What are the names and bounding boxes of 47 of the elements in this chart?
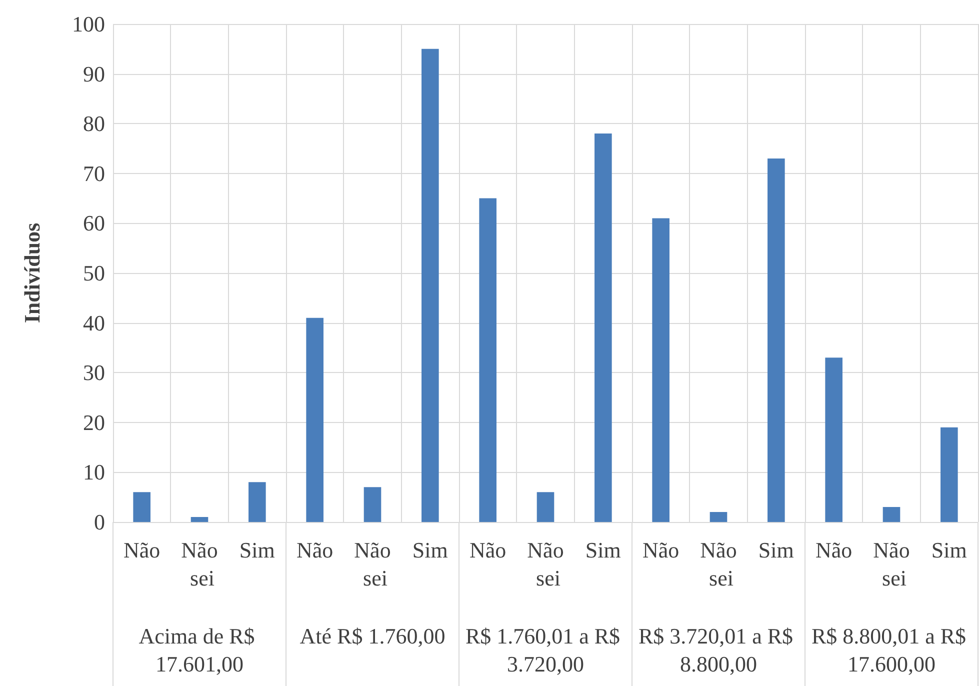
- y-tick-label: 20: [83, 410, 105, 435]
- text: R$ 1.760,01 a R$ 3.720,00: [465, 624, 626, 676]
- x-tick-label: Não sei: [354, 538, 391, 590]
- x-tick-label: Não: [816, 538, 852, 562]
- x-tick-label: Não: [470, 538, 506, 562]
- y-tick-label: 60: [83, 210, 105, 236]
- bar: [594, 134, 612, 522]
- bar: [652, 218, 670, 522]
- x-tick-label: Sim: [931, 538, 967, 562]
- text: R$ 8.800,01 a R$ 17.600,00: [811, 624, 972, 676]
- bar: [882, 507, 900, 522]
- x-tick-label: Sim: [239, 538, 275, 562]
- x-tick-label: Não: [642, 538, 680, 562]
- bar: [768, 158, 785, 522]
- bar: [248, 482, 266, 522]
- x-tick-label: Sim: [758, 538, 794, 562]
- y-tick-label: 100: [72, 12, 105, 36]
- y-tick-label: 40: [83, 310, 105, 336]
- y-tick-label: 10: [83, 460, 105, 485]
- bar: [940, 427, 958, 522]
- x-tick-label: Não sei: [181, 538, 218, 590]
- x-tick-label: Não sei: [527, 538, 564, 590]
- bar: [306, 318, 324, 522]
- x-tick-label: Não: [124, 538, 160, 562]
- x-tick-label: Não: [296, 538, 334, 562]
- x-tick-label: Não sei: [700, 538, 737, 590]
- bar: [422, 48, 439, 522]
- bar: [825, 358, 842, 522]
- y-tick-label: 50: [83, 260, 105, 286]
- y-tick-label: 90: [83, 61, 105, 86]
- bar: [133, 492, 150, 522]
- y-tick-label: 0: [94, 510, 105, 534]
- text: Até R$ 1.760,00: [300, 624, 446, 648]
- x-tick-label: Não sei: [873, 538, 910, 590]
- bar: [479, 198, 496, 522]
- x-tick-label: Sim: [412, 538, 448, 562]
- bar: [190, 517, 208, 522]
- y-tick-label: 80: [83, 111, 105, 136]
- bar: [536, 492, 554, 522]
- x-tick-label: Sim: [585, 538, 621, 562]
- bar: [364, 487, 382, 522]
- y-axis-title: Indivíduos: [20, 222, 44, 324]
- y-tick-label: 30: [83, 360, 105, 386]
- bar: [710, 512, 728, 522]
- y-tick-label: 70: [83, 160, 105, 186]
- text: R$ 3.720,01 a R$ 8.800,00: [638, 624, 799, 676]
- text: Acima de R$ 17.601,00: [138, 624, 260, 676]
